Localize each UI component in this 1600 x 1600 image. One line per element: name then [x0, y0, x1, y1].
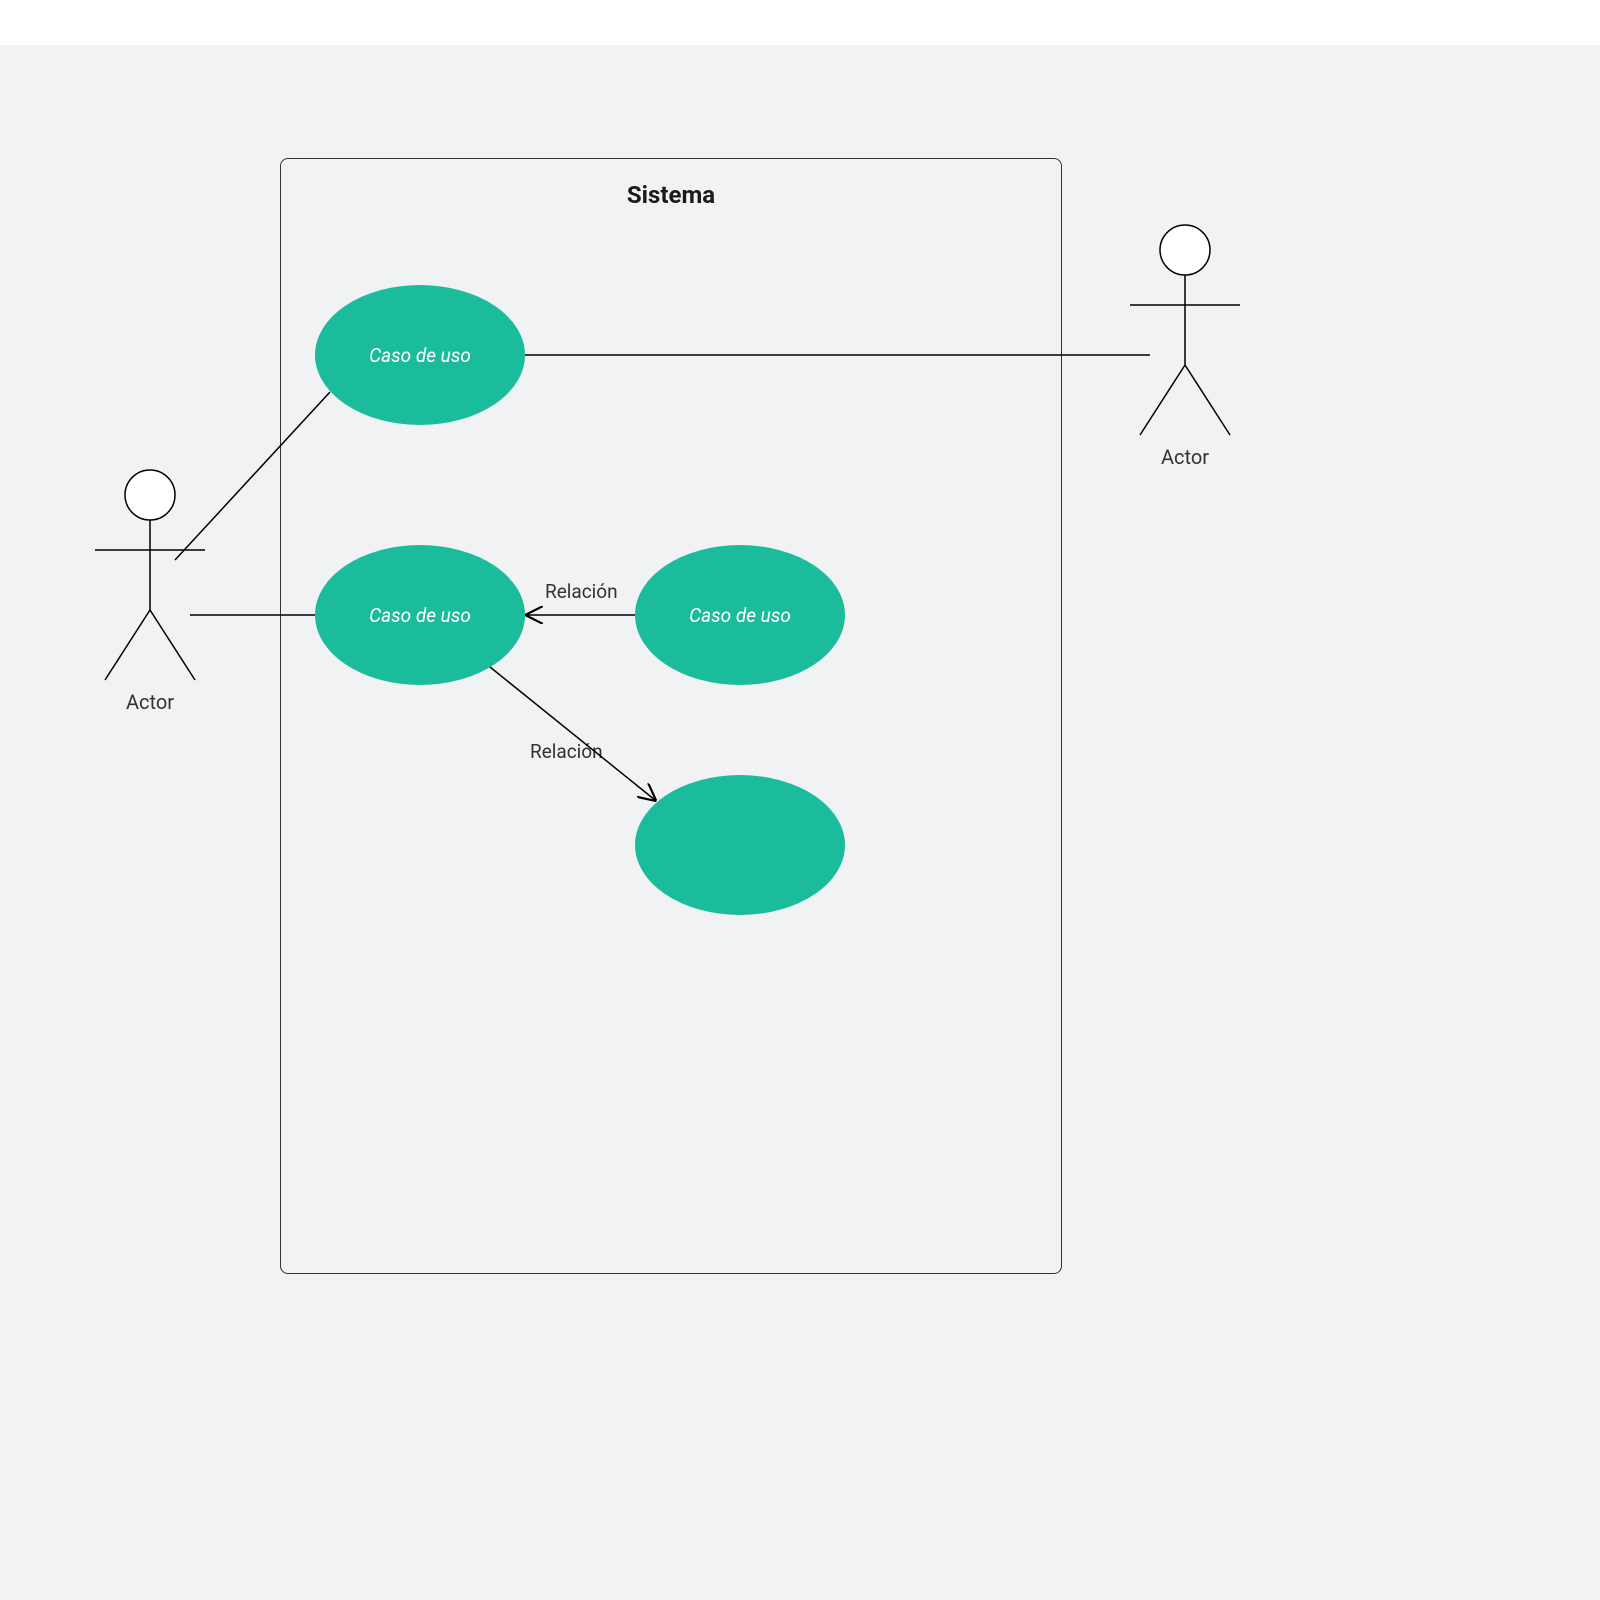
- use-case-1: Caso de uso: [315, 285, 525, 425]
- actor-left-label: Actor: [90, 690, 210, 714]
- use-case-3: Caso de uso: [635, 545, 845, 685]
- actor-left-icon: [95, 470, 205, 680]
- use-case-diagram: Sistema Caso de uso Caso de uso Caso de …: [0, 0, 1600, 1600]
- use-case-2: Caso de uso: [315, 545, 525, 685]
- relation-label-2: Relación: [530, 740, 603, 763]
- use-case-3-label: Caso de uso: [679, 604, 801, 627]
- system-title: Sistema: [281, 181, 1061, 209]
- use-case-4: [635, 775, 845, 915]
- use-case-2-label: Caso de uso: [359, 604, 481, 627]
- actor-right-label: Actor: [1125, 445, 1245, 469]
- use-case-1-label: Caso de uso: [359, 344, 481, 367]
- actor-right-icon: [1130, 225, 1240, 435]
- relation-label-1: Relación: [545, 580, 618, 603]
